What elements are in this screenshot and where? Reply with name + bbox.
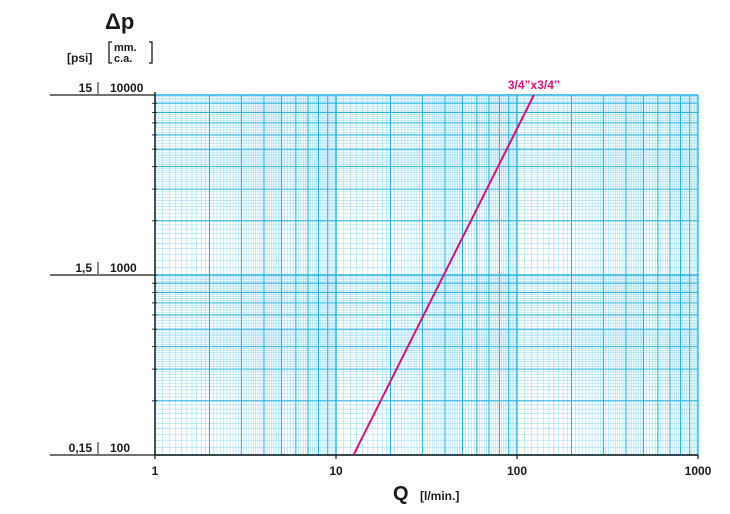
y-tick-label-mm: 10000 [110,81,144,95]
y-axis-ticks: 15 10000 1,5 1000 0,15 100 [50,81,157,456]
y-tick-label-mm: 1000 [110,261,137,275]
y-unit-mm-bracket [108,41,153,64]
grid-major [154,92,699,456]
y-tick-label-mm: 100 [110,441,130,455]
series-label: 3/4”x3/4” [508,78,560,92]
x-tick-label: 1 [152,464,159,478]
y-unit-mm-line1: mm. [114,42,137,54]
x-tick-label: 1000 [685,464,712,478]
y-unit-psi: [psi] [67,51,92,65]
y-tick-label-psi: 15 [79,81,93,95]
y-unit-mm-line2: c.a. [114,53,132,65]
x-tick-label: 10 [329,464,343,478]
y-tick-label-psi: 1,5 [75,261,92,275]
y-axis-title: Δp [105,9,134,34]
x-axis-unit: [l/min.] [420,489,459,503]
x-tick-label: 100 [507,464,527,478]
x-axis-title: Q [393,483,409,505]
y-tick-label-psi: 0,15 [69,441,93,455]
x-axis-ticks: 1 10 100 1000 [152,455,712,478]
series-line [352,94,535,456]
series-layer: 3/4”x3/4” [352,78,560,456]
